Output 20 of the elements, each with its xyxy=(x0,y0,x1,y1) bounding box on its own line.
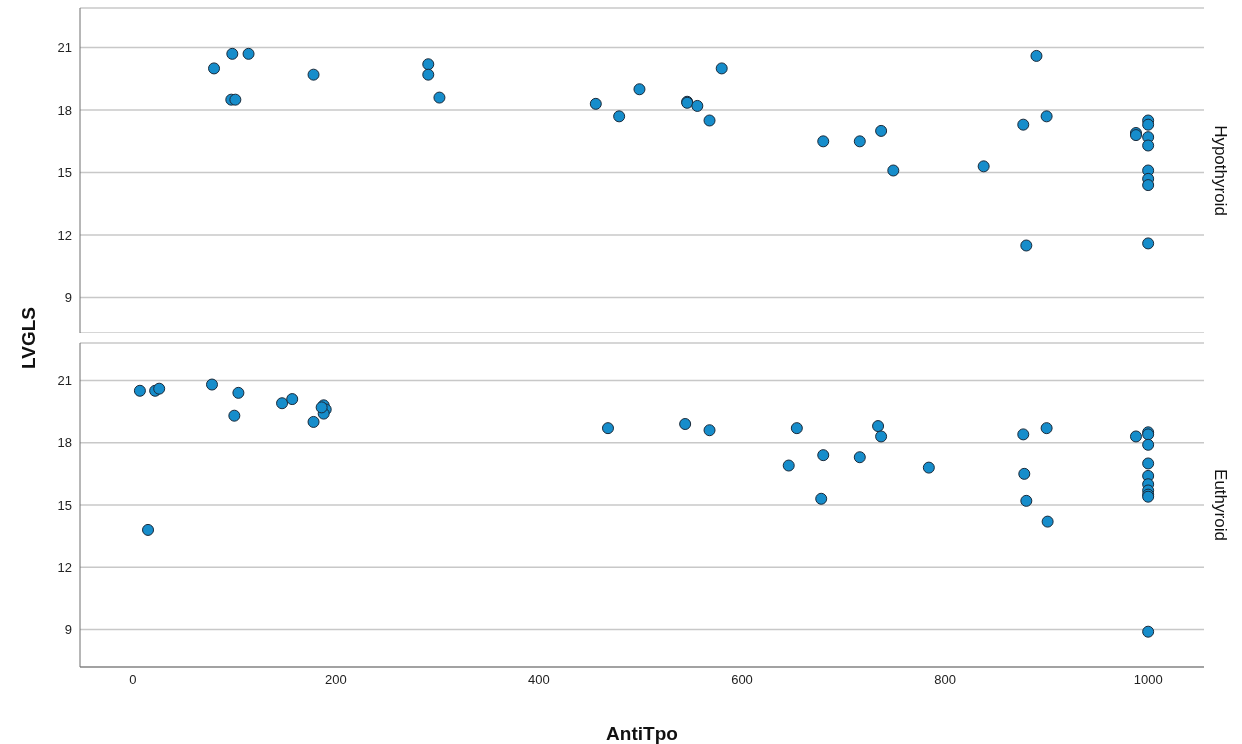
x-tick-label: 600 xyxy=(731,672,753,688)
y-tick-label: 12 xyxy=(57,227,72,243)
y-tick-label: 9 xyxy=(64,622,72,638)
y-tick-label: 9 xyxy=(64,290,72,306)
text: Euthyroid xyxy=(1210,469,1230,541)
x-tick-label: 0 xyxy=(129,672,137,688)
x-tick-label: 1000 xyxy=(1133,672,1163,688)
y-tick-label: 18 xyxy=(57,102,72,118)
x-tick-label: 400 xyxy=(528,672,550,688)
y-axis-title: LVGLS xyxy=(18,306,40,369)
x-tick-label: 800 xyxy=(934,672,956,688)
y-tick-label: 21 xyxy=(57,40,72,56)
y-tick-label: 15 xyxy=(57,165,72,181)
y-tick-label: 15 xyxy=(57,497,72,513)
y-tick-label: 21 xyxy=(57,373,72,388)
y-tick-label: 12 xyxy=(57,559,72,575)
text: Hypothyroid xyxy=(1210,125,1230,216)
x-tick-label: 200 xyxy=(325,672,347,688)
y-tick-label: 18 xyxy=(57,435,72,451)
x-axis-title: AntiTpo xyxy=(606,723,678,744)
